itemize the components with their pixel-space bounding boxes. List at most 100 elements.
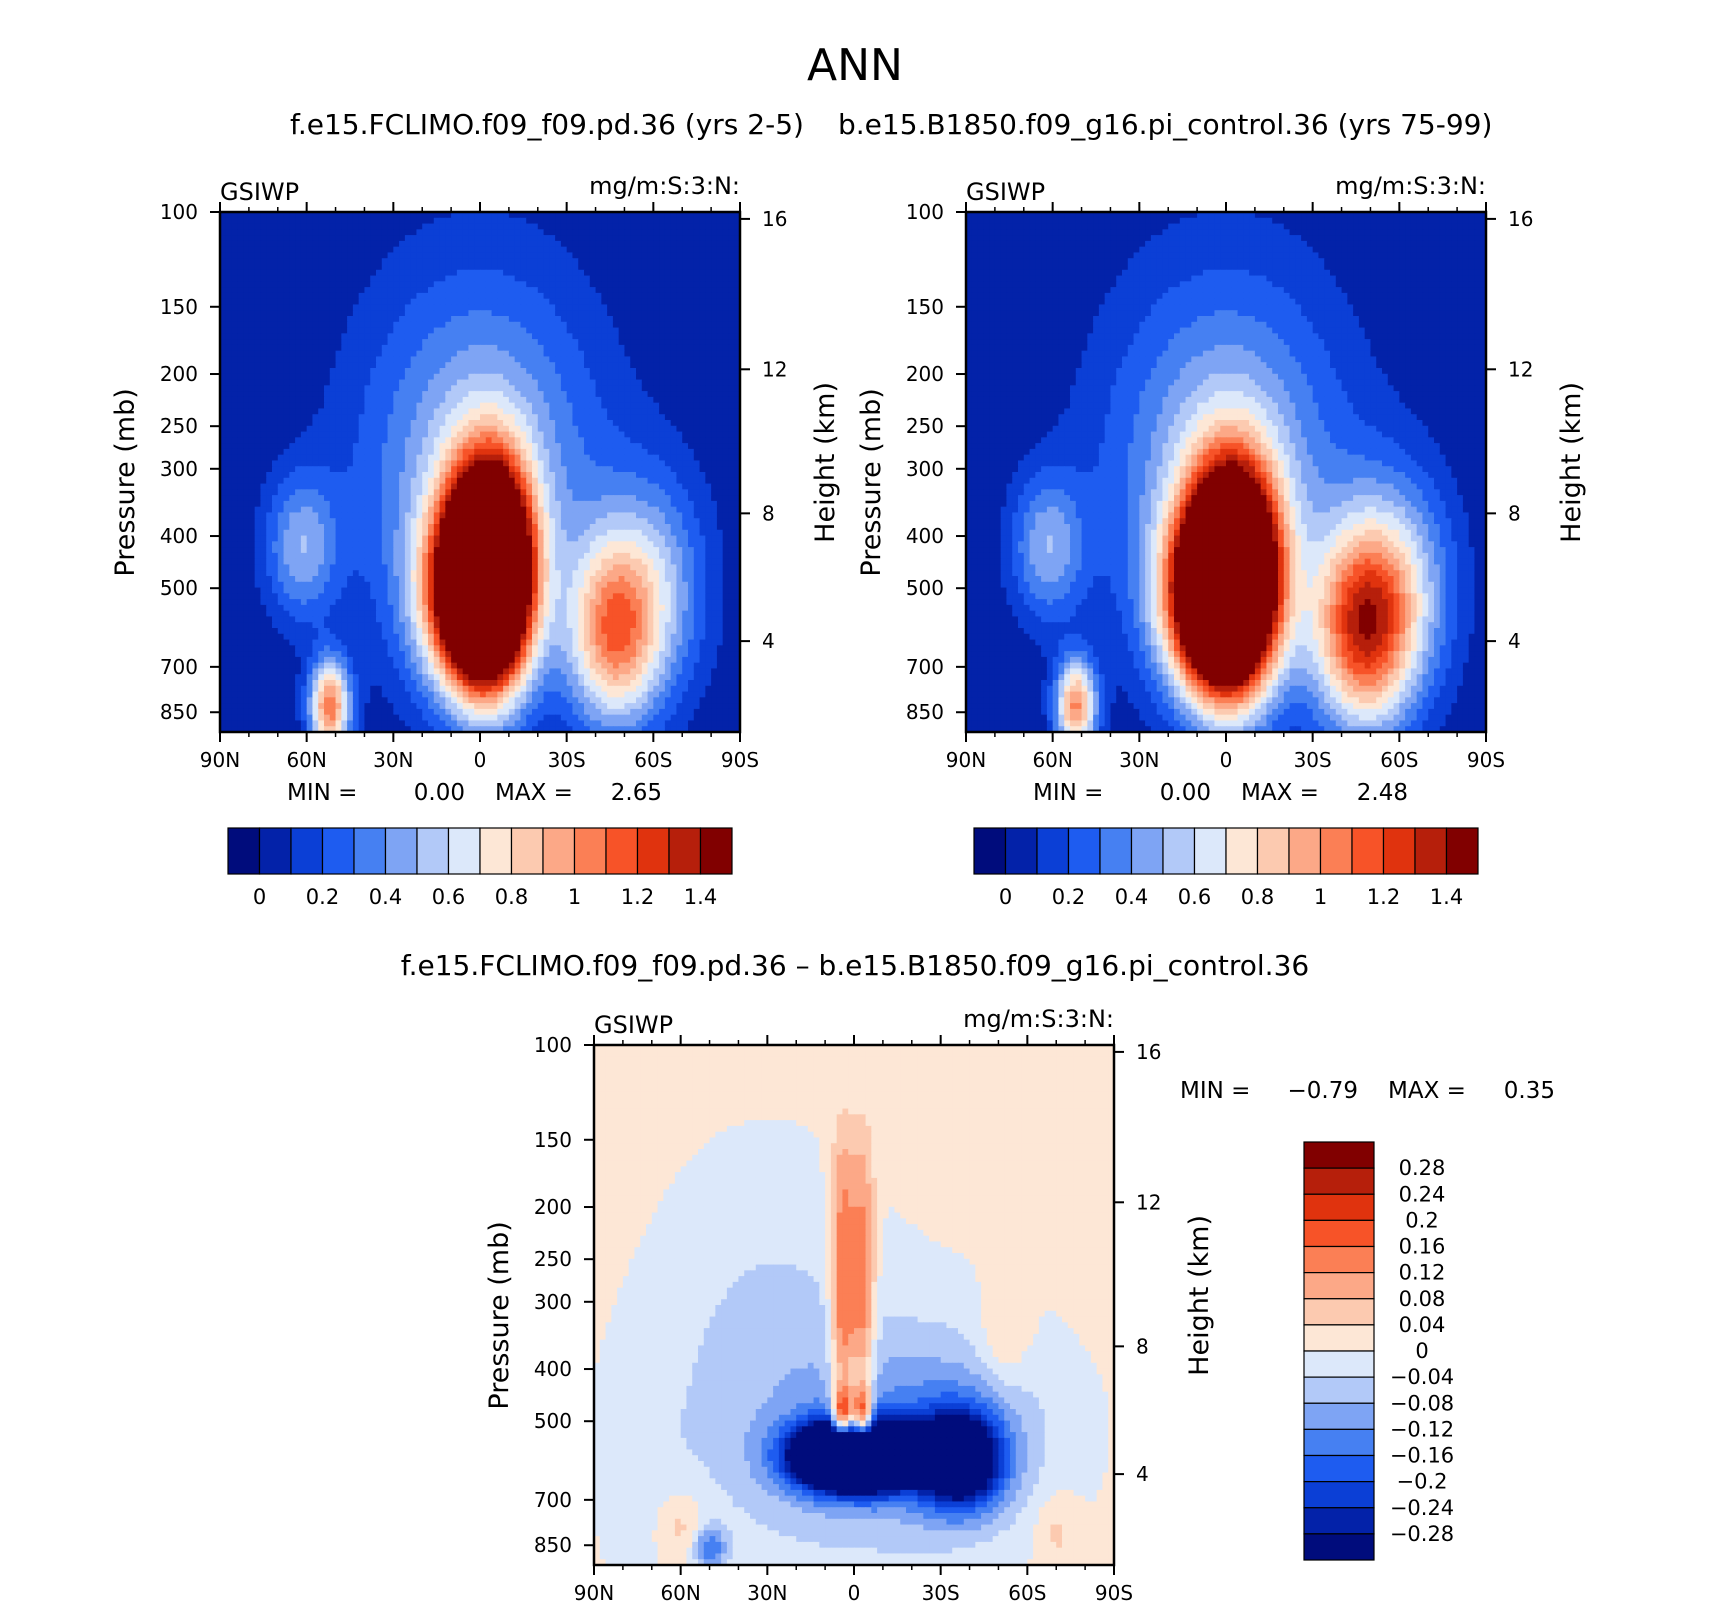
field-cell [248,310,256,317]
field-cell [410,402,418,410]
field-cell [416,483,423,490]
field-cell [404,396,412,404]
field-cell [248,425,256,433]
field-cell [248,396,256,404]
field-cell [376,223,383,230]
field-cell [277,379,285,386]
field-cell [624,448,631,456]
field-cell [416,408,423,415]
field-cell [722,287,730,294]
field-cell [497,396,504,404]
field-cell [220,500,227,508]
field-cell [659,252,666,259]
field-cell [456,379,464,386]
field-cell [393,217,400,225]
field-cell [526,420,533,427]
field-cell [324,333,331,340]
field-cell [480,235,487,242]
field-cell [670,235,678,242]
field-cell [329,246,337,254]
field-cell [329,304,337,311]
field-cell [335,506,342,514]
field-cell [237,379,244,386]
field-cell [549,362,556,369]
field-cell [456,344,464,352]
field-cell [734,414,741,421]
field-cell [670,500,678,508]
field-cell [422,281,429,288]
field-cell [289,495,296,502]
field-cell [445,454,452,462]
field-cell [659,466,666,473]
field-cell [670,269,678,277]
field-cell [220,212,227,219]
field-cell [428,402,435,410]
field-cell [584,304,591,311]
field-cell [676,518,683,525]
field-cell [416,217,423,225]
field-cell [474,246,481,254]
field-cell [468,443,475,450]
field-cell [243,495,250,502]
field-cell [670,420,678,427]
field-cell [572,454,579,462]
field-cell [537,472,545,479]
field-cell [387,391,394,398]
field-cell [404,304,412,311]
field-cell [376,489,383,496]
field-cell [618,275,626,282]
field-cell [404,495,412,502]
field-cell [254,425,262,433]
field-cell [497,431,504,438]
field-cell [734,506,741,514]
field-cell [520,472,527,479]
field-cell [578,235,585,242]
field-cell [312,443,319,450]
field-cell [410,483,418,490]
field-cell [480,217,487,225]
field-cell [508,287,516,294]
field-cell [295,512,302,519]
field-cell [393,333,400,340]
field-cell [410,321,418,329]
field-cell [387,362,394,369]
field-cell [456,477,464,485]
field-cell [508,431,516,438]
field-cell [468,235,475,242]
field-cell [295,339,302,346]
field-cell [358,385,366,392]
field-cell [676,229,683,236]
field-cell [468,321,475,329]
field-cell [630,431,637,438]
field-cell [329,466,337,473]
field-cell [422,229,429,236]
field-cell [578,292,585,300]
field-cell [306,512,314,519]
field-cell [526,333,533,340]
field-cell [404,454,412,462]
field-cell [682,304,689,311]
field-cell [589,500,597,508]
field-cell [705,281,712,288]
field-cell [682,217,689,225]
field-cell [381,420,389,427]
field-cell [699,373,706,381]
field-cell [277,212,285,219]
field-cell [549,443,556,450]
field-cell [370,287,377,294]
field-cell [260,529,267,537]
field-cell [497,275,504,282]
field-cell [439,385,446,392]
field-cell [734,460,741,467]
field-cell [329,402,337,410]
field-cell [416,362,423,369]
field-cell [532,489,539,496]
field-cell [300,506,308,514]
field-cell [352,414,360,421]
field-cell [520,229,527,236]
field-cell [387,275,394,282]
field-cell [352,425,360,433]
field-cell [682,287,689,294]
field-cell [636,339,643,346]
field-cell [520,512,527,519]
